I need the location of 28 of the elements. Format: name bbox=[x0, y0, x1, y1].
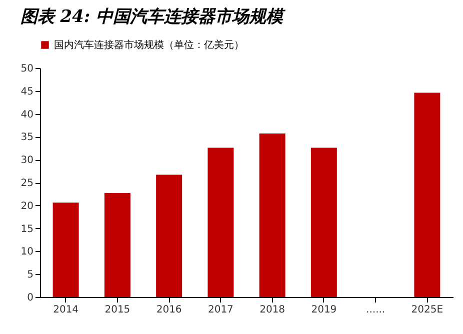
x-tick-label: 2017 bbox=[208, 304, 234, 316]
x-tick-label: 2025E bbox=[411, 304, 444, 316]
chart-title: 图表 24: 中国汽车连接器市场规模 bbox=[20, 7, 286, 27]
y-tick-label: 0 bbox=[27, 292, 34, 304]
y-tick-label: 40 bbox=[20, 109, 34, 120]
y-tick-label: 45 bbox=[20, 86, 34, 98]
bar bbox=[259, 133, 286, 297]
x-tick-label: 2014 bbox=[53, 304, 79, 316]
x-tick-label: ...... bbox=[366, 304, 386, 316]
y-tick-label: 10 bbox=[20, 246, 34, 258]
y-tick-label: 30 bbox=[20, 155, 34, 166]
y-tick-label: 15 bbox=[20, 224, 34, 235]
x-tick-label: 2016 bbox=[156, 304, 182, 316]
y-tick-label: 25 bbox=[20, 178, 34, 189]
y-tick-label: 5 bbox=[27, 270, 34, 281]
y-tick-label: 35 bbox=[20, 132, 34, 144]
bar bbox=[52, 202, 79, 297]
y-tick-label: 20 bbox=[20, 200, 34, 212]
bar bbox=[156, 174, 182, 297]
bar bbox=[310, 148, 337, 297]
y-tick-label: 50 bbox=[20, 64, 34, 74]
bar bbox=[208, 148, 234, 297]
legend-label: 国内汽车连接器市场规模（单位：亿美元） bbox=[54, 39, 244, 51]
x-tick-label: 2018 bbox=[260, 304, 286, 316]
bar bbox=[104, 193, 130, 297]
bar bbox=[414, 92, 440, 297]
x-tick-label: 2015 bbox=[104, 304, 130, 316]
x-tick-label: 2019 bbox=[311, 304, 337, 316]
